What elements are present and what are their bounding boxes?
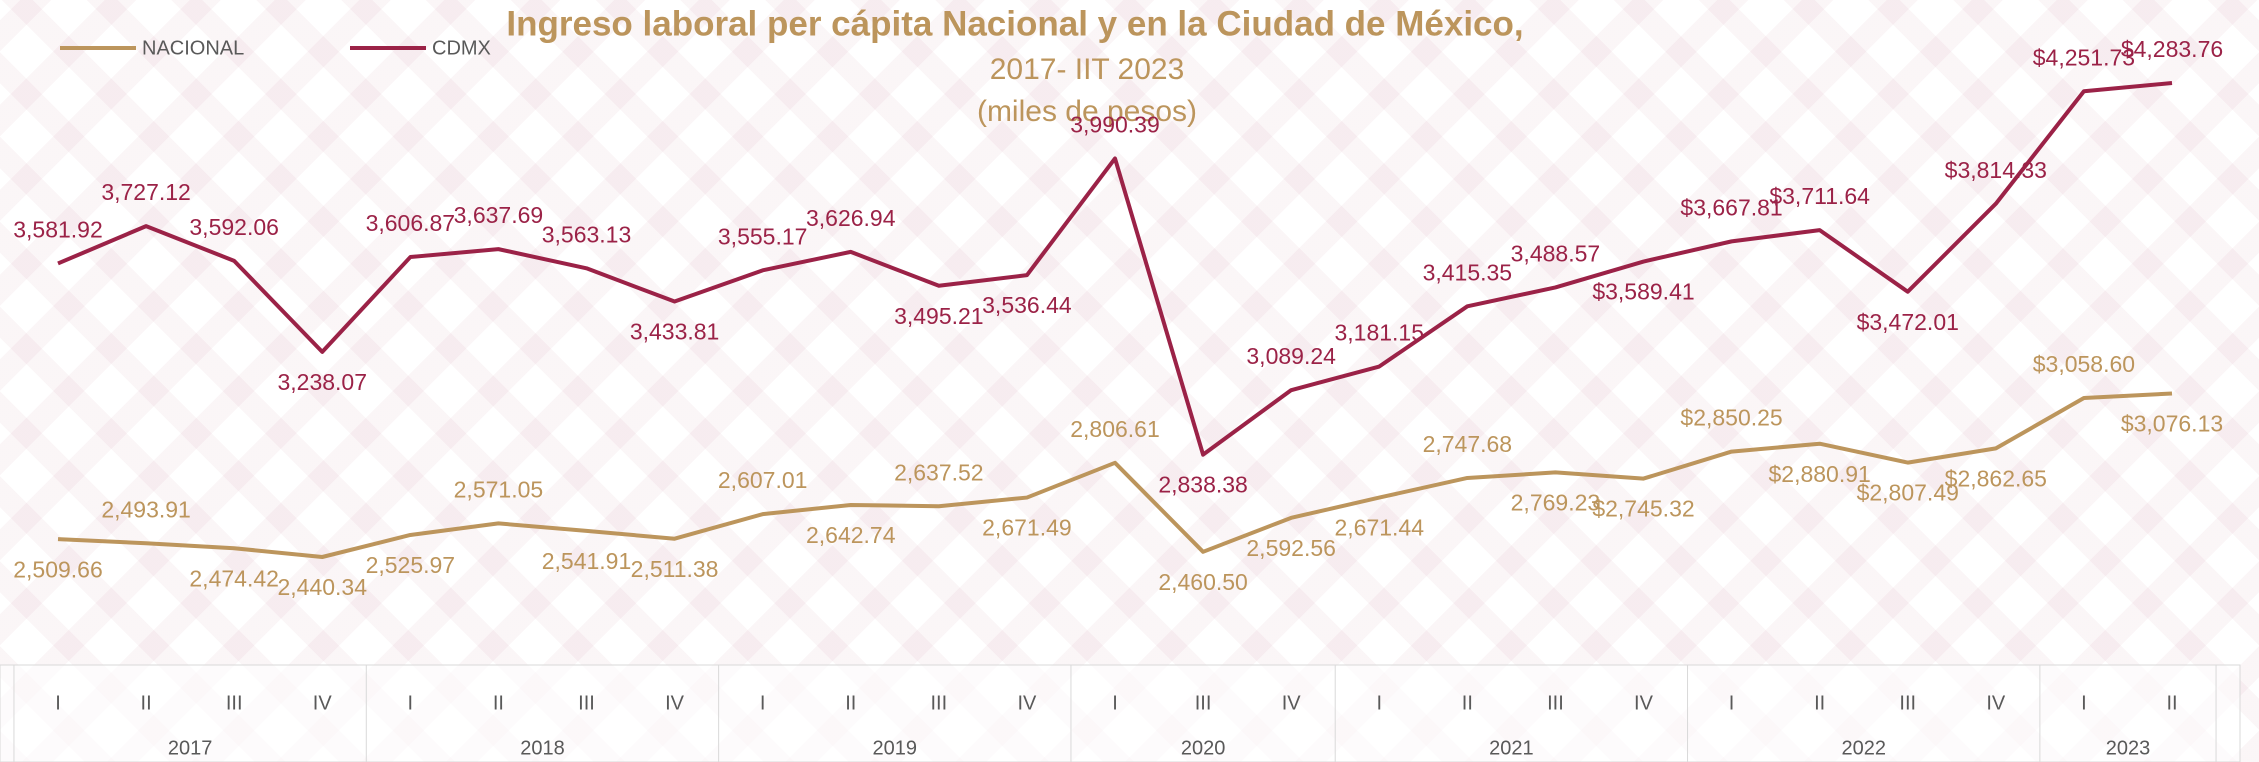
data-label: 3,415.35	[1423, 259, 1513, 285]
data-label: 2,607.01	[718, 467, 808, 493]
data-label: 2,671.44	[1334, 515, 1424, 541]
data-label: $3,814.33	[1945, 157, 2047, 183]
x-tick-label: III	[226, 692, 243, 714]
chart-subtitle: (miles de pesos)	[977, 95, 1197, 128]
x-tick-label: IV	[313, 692, 333, 714]
data-label: 2,806.61	[1070, 416, 1160, 442]
x-group-label: 2019	[873, 737, 918, 759]
chart-subtitle: 2017- IIT 2023	[990, 53, 1185, 86]
data-label: $2,850.25	[1680, 405, 1782, 431]
x-tick-label: IV	[1017, 692, 1037, 714]
data-label: 3,555.17	[718, 223, 808, 249]
data-label: 3,238.07	[277, 369, 367, 395]
x-tick-label: II	[845, 692, 856, 714]
data-label: $2,880.91	[1769, 461, 1871, 487]
data-label: 3,637.69	[454, 202, 544, 228]
x-group-label: 2018	[520, 737, 565, 759]
data-label: 3,181.15	[1334, 320, 1424, 346]
legend-label: CDMX	[432, 37, 491, 59]
x-tick-label: III	[1547, 692, 1564, 714]
data-label: $3,058.60	[2033, 351, 2135, 377]
data-label: 2,541.91	[542, 548, 632, 574]
data-label: $4,283.76	[2121, 36, 2223, 62]
data-label: 2,642.74	[806, 522, 896, 548]
data-label: 2,838.38	[1158, 472, 1248, 498]
data-label: $3,667.81	[1680, 194, 1782, 220]
x-group-label: 2023	[2106, 737, 2151, 759]
data-label: $3,076.13	[2121, 411, 2223, 437]
data-label: 2,440.34	[277, 574, 367, 600]
data-label: 3,727.12	[101, 179, 191, 205]
data-label: 3,563.13	[542, 221, 632, 247]
data-label: 2,592.56	[1246, 535, 1336, 561]
x-tick-label: III	[930, 692, 947, 714]
data-label: $4,251.73	[2033, 44, 2135, 70]
x-tick-label: II	[1462, 692, 1473, 714]
data-label: 2,747.68	[1423, 431, 1513, 457]
series-line	[57, 391, 2173, 559]
data-label: $3,589.41	[1592, 279, 1694, 305]
data-label: 3,495.21	[894, 303, 984, 329]
data-label: 3,488.57	[1511, 241, 1601, 267]
data-label: 2,474.42	[189, 565, 279, 591]
data-label: $2,862.65	[1945, 465, 2047, 491]
x-tick-label: IV	[1986, 692, 2006, 714]
data-label: 2,493.91	[101, 496, 191, 522]
x-tick-label: III	[1195, 692, 1212, 714]
x-group-label: 2020	[1181, 737, 1226, 759]
legend-label: NACIONAL	[142, 37, 244, 59]
x-tick-label: I	[1112, 692, 1118, 714]
x-tick-label: III	[578, 692, 595, 714]
data-label: 3,433.81	[630, 319, 720, 345]
x-tick-label: II	[2166, 692, 2177, 714]
x-tick-label: I	[1376, 692, 1382, 714]
x-tick-label: IV	[1282, 692, 1302, 714]
data-label: 3,626.94	[806, 205, 896, 231]
axis-table	[0, 664, 2241, 762]
data-label: $3,472.01	[1857, 309, 1959, 335]
x-tick-label: II	[493, 692, 504, 714]
data-label: $2,745.32	[1592, 496, 1694, 522]
data-label: $2,807.49	[1857, 480, 1959, 506]
x-tick-label: IV	[1634, 692, 1654, 714]
data-label: 2,769.23	[1511, 490, 1601, 516]
data-label: 2,637.52	[894, 459, 984, 485]
data-label: 2,571.05	[454, 476, 544, 502]
series-line	[57, 81, 2173, 457]
data-label: 3,592.06	[189, 214, 279, 240]
chart-title: Ingreso laboral per cápita Nacional y en…	[506, 4, 1523, 43]
data-label: 3,581.92	[13, 217, 103, 243]
data-label: 3,089.24	[1246, 343, 1336, 369]
data-label: 2,509.66	[13, 556, 103, 582]
x-tick-label: IV	[665, 692, 685, 714]
x-tick-label: I	[2081, 692, 2087, 714]
x-tick-label: I	[1729, 692, 1735, 714]
x-tick-label: II	[1814, 692, 1825, 714]
data-label: 2,671.49	[982, 515, 1072, 541]
data-label: $3,711.64	[1769, 183, 1870, 209]
data-label: 3,990.39	[1070, 112, 1160, 138]
data-label: 3,606.87	[366, 210, 456, 236]
data-label: 2,460.50	[1158, 569, 1248, 595]
x-tick-label: I	[760, 692, 766, 714]
data-label: 2,511.38	[631, 556, 719, 582]
x-group-label: 2017	[168, 737, 213, 759]
x-group-label: 2021	[1489, 737, 1534, 759]
data-label: 2,525.97	[366, 552, 456, 578]
x-group-label: 2022	[1841, 737, 1886, 759]
x-tick-label: III	[1899, 692, 1916, 714]
x-tick-label: I	[55, 692, 61, 714]
x-tick-label: II	[141, 692, 152, 714]
data-label: 3,536.44	[982, 292, 1072, 318]
x-tick-label: I	[408, 692, 414, 714]
